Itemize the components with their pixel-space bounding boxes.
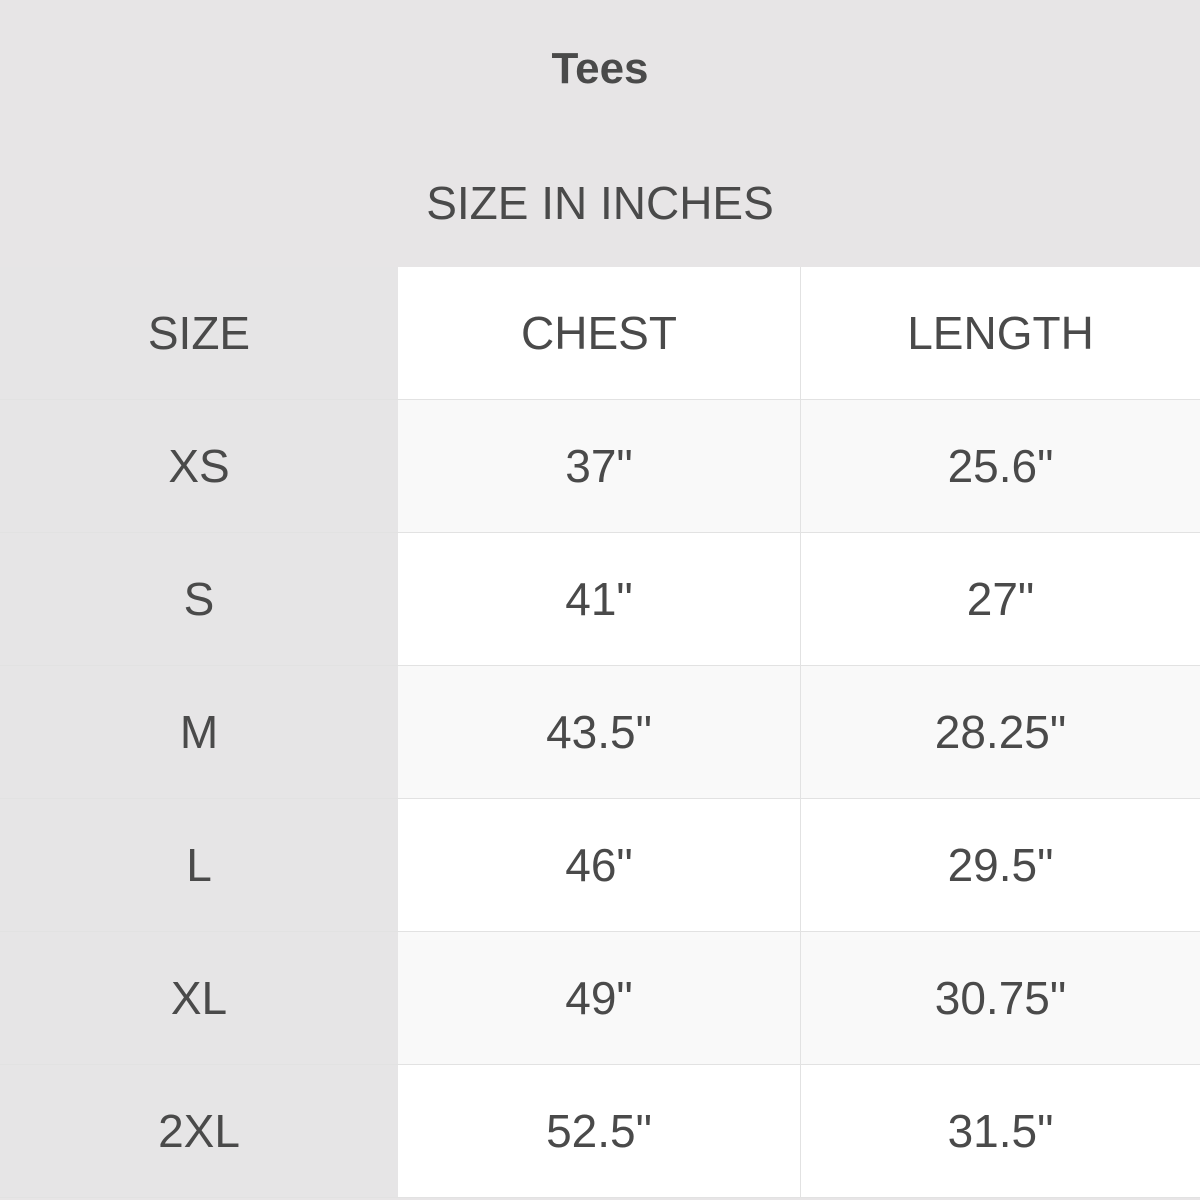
table-row: XL 49" 30.75": [0, 932, 1200, 1065]
size-table: SIZE CHEST LENGTH XS 37" 25.6" S 41" 27"…: [0, 267, 1200, 1198]
length-cell: 27": [801, 533, 1200, 665]
length-cell: 31.5": [801, 1065, 1200, 1197]
chest-cell: 49": [398, 932, 801, 1064]
product-title: Tees: [551, 44, 649, 93]
size-cell: 2XL: [0, 1065, 398, 1197]
column-header-chest: CHEST: [398, 267, 801, 399]
column-header-length: LENGTH: [801, 267, 1200, 399]
length-cell: 28.25": [801, 666, 1200, 798]
table-row: 2XL 52.5" 31.5": [0, 1065, 1200, 1198]
size-cell: S: [0, 533, 398, 665]
size-cell: L: [0, 799, 398, 931]
size-cell: M: [0, 666, 398, 798]
table-row: M 43.5" 28.25": [0, 666, 1200, 799]
size-cell: XS: [0, 400, 398, 532]
column-header-size: SIZE: [0, 267, 398, 399]
chest-cell: 43.5": [398, 666, 801, 798]
table-header-row: SIZE CHEST LENGTH: [0, 267, 1200, 400]
table-row: XS 37" 25.6": [0, 400, 1200, 533]
chart-header: Tees SIZE IN INCHES: [0, 0, 1200, 267]
chest-cell: 37": [398, 400, 801, 532]
length-cell: 25.6": [801, 400, 1200, 532]
unit-subtitle: SIZE IN INCHES: [426, 177, 774, 229]
length-cell: 29.5": [801, 799, 1200, 931]
length-cell: 30.75": [801, 932, 1200, 1064]
chest-cell: 46": [398, 799, 801, 931]
table-row: S 41" 27": [0, 533, 1200, 666]
chest-cell: 41": [398, 533, 801, 665]
table-row: L 46" 29.5": [0, 799, 1200, 932]
size-cell: XL: [0, 932, 398, 1064]
chest-cell: 52.5": [398, 1065, 801, 1197]
